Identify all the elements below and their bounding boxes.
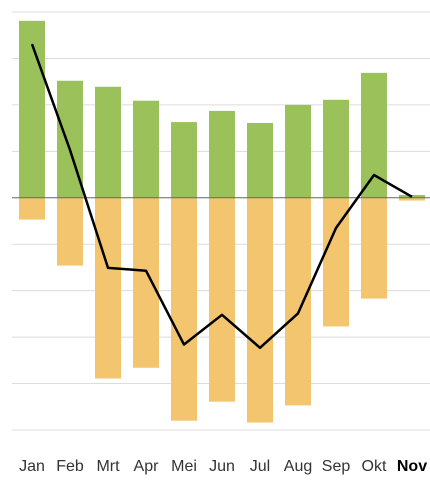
bar xyxy=(95,197,121,379)
bar xyxy=(323,197,349,327)
bar xyxy=(133,197,159,368)
bar xyxy=(209,197,235,402)
bar xyxy=(247,123,273,198)
x-tick-label: Feb xyxy=(56,458,84,475)
x-tick-label: Jan xyxy=(19,458,45,475)
x-tick-label: Jul xyxy=(250,458,270,475)
x-tick-label: Mrt xyxy=(96,458,120,475)
x-tick-label: Jun xyxy=(209,458,235,475)
bar xyxy=(361,197,387,299)
bar xyxy=(323,99,349,198)
bar xyxy=(19,20,45,198)
x-tick-label: Sep xyxy=(322,458,351,475)
line xyxy=(30,43,413,350)
bar xyxy=(285,197,311,406)
bar xyxy=(133,100,159,198)
bar xyxy=(209,110,235,198)
bar xyxy=(57,197,83,266)
bar xyxy=(19,197,45,220)
bar xyxy=(247,197,273,423)
bar xyxy=(285,104,311,198)
bar xyxy=(95,86,121,198)
x-tick-label: Aug xyxy=(284,458,312,475)
x-tick-label: Apr xyxy=(134,458,160,475)
bar xyxy=(171,197,197,421)
x-tick-label: Nov xyxy=(397,458,427,475)
bar xyxy=(171,122,197,198)
bar xyxy=(399,197,425,201)
x-tick-label: Okt xyxy=(362,458,387,475)
x-tick-label: Mei xyxy=(171,458,197,475)
